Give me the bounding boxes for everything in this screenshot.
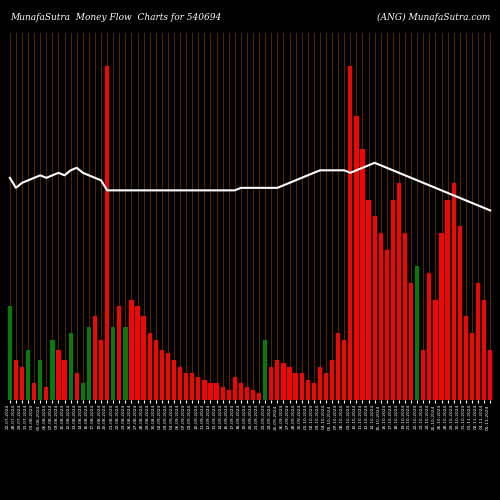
Bar <box>56 350 60 400</box>
Bar <box>93 316 97 400</box>
Bar <box>68 333 73 400</box>
Bar <box>202 380 206 400</box>
Bar <box>190 374 194 400</box>
Bar <box>26 350 30 400</box>
Bar <box>300 374 304 400</box>
Bar <box>288 366 292 400</box>
Bar <box>172 360 176 400</box>
Bar <box>440 233 444 400</box>
Bar <box>458 226 462 400</box>
Bar <box>312 384 316 400</box>
Bar <box>294 374 298 400</box>
Bar <box>20 366 24 400</box>
Bar <box>178 366 182 400</box>
Bar <box>269 366 274 400</box>
Bar <box>390 200 395 400</box>
Bar <box>196 376 200 400</box>
Bar <box>8 306 12 400</box>
Bar <box>208 384 212 400</box>
Bar <box>464 316 468 400</box>
Bar <box>14 360 18 400</box>
Bar <box>336 333 340 400</box>
Bar <box>421 350 426 400</box>
Bar <box>62 360 66 400</box>
Bar <box>74 374 79 400</box>
Bar <box>415 266 420 400</box>
Bar <box>105 66 110 400</box>
Bar <box>318 366 322 400</box>
Bar <box>245 386 249 400</box>
Bar <box>214 384 218 400</box>
Bar <box>220 386 225 400</box>
Bar <box>378 233 383 400</box>
Bar <box>354 116 358 400</box>
Bar <box>32 384 36 400</box>
Bar <box>99 340 103 400</box>
Bar <box>403 233 407 400</box>
Bar <box>409 283 413 400</box>
Bar <box>38 360 42 400</box>
Bar <box>470 333 474 400</box>
Bar <box>476 283 480 400</box>
Bar <box>366 200 370 400</box>
Bar <box>275 360 280 400</box>
Text: MunafaSutra  Money Flow  Charts for 540694: MunafaSutra Money Flow Charts for 540694 <box>10 12 221 22</box>
Bar <box>154 340 158 400</box>
Bar <box>452 183 456 400</box>
Bar <box>160 350 164 400</box>
Bar <box>232 376 237 400</box>
Bar <box>384 250 389 400</box>
Bar <box>434 300 438 400</box>
Bar <box>50 340 54 400</box>
Bar <box>148 333 152 400</box>
Bar <box>184 374 188 400</box>
Text: (ANG) MunafaSutra.com: (ANG) MunafaSutra.com <box>377 12 490 22</box>
Bar <box>123 326 128 400</box>
Bar <box>166 353 170 400</box>
Bar <box>80 384 85 400</box>
Bar <box>239 384 243 400</box>
Bar <box>446 200 450 400</box>
Bar <box>488 350 492 400</box>
Bar <box>324 374 328 400</box>
Bar <box>263 340 268 400</box>
Bar <box>117 306 121 400</box>
Bar <box>142 316 146 400</box>
Bar <box>482 300 486 400</box>
Bar <box>87 326 91 400</box>
Bar <box>348 66 352 400</box>
Bar <box>372 216 377 400</box>
Bar <box>397 183 401 400</box>
Bar <box>111 326 116 400</box>
Bar <box>427 273 432 400</box>
Bar <box>251 390 255 400</box>
Bar <box>360 150 364 400</box>
Bar <box>136 306 140 400</box>
Bar <box>282 363 286 400</box>
Bar <box>306 380 310 400</box>
Bar <box>226 390 231 400</box>
Bar <box>342 340 346 400</box>
Bar <box>130 300 134 400</box>
Bar <box>44 386 48 400</box>
Bar <box>330 360 334 400</box>
Bar <box>257 394 261 400</box>
